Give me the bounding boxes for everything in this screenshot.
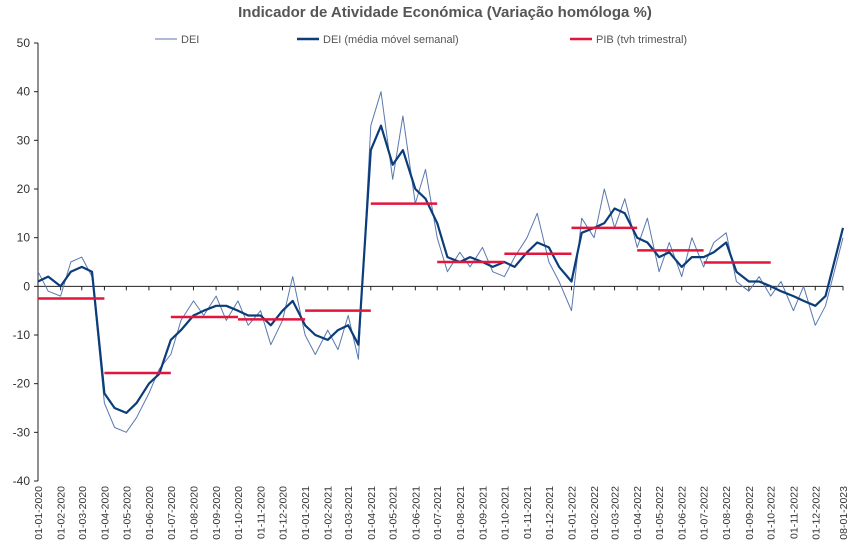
x-tick-label: 01-04-2021	[366, 486, 378, 540]
x-tick-label: 01-12-2020	[277, 486, 289, 540]
x-tick-label: 01-02-2020	[56, 486, 68, 540]
x-tick-label: 01-08-2022	[721, 486, 733, 540]
legend-label: DEI (média móvel semanal)	[323, 34, 459, 46]
x-tick-label: 01-08-2020	[188, 486, 200, 540]
x-tick-label: 01-07-2020	[166, 486, 178, 540]
chart-title: Indicador de Atividade Económica (Variaç…	[238, 4, 652, 21]
x-tick-label: 01-06-2021	[410, 486, 422, 540]
x-tick-label: 01-06-2022	[677, 486, 689, 540]
x-tick-label: 01-07-2021	[432, 486, 444, 540]
y-tick-label: 10	[17, 231, 31, 245]
y-tick-label: 20	[17, 182, 31, 196]
y-tick-label: -30	[13, 425, 31, 439]
x-tick-label: 01-05-2022	[654, 486, 666, 540]
y-tick-label: -40	[13, 474, 31, 488]
dei-average-line	[37, 124, 845, 414]
x-tick-label: 01-10-2022	[766, 486, 778, 540]
x-tick-label: 01-05-2021	[388, 486, 400, 540]
x-tick-label: 01-11-2022	[788, 486, 800, 539]
x-tick-label: 01-03-2020	[77, 486, 89, 540]
legend-label: DEI	[181, 34, 199, 46]
x-tick-label: 01-09-2021	[477, 486, 489, 540]
x-tick-label: 01-10-2021	[499, 486, 511, 540]
dei-line	[37, 91, 844, 433]
x-tick-label: 08-01-2023	[838, 486, 850, 540]
x-tick-label: 01-03-2021	[343, 486, 355, 540]
y-tick-label: -10	[13, 328, 31, 342]
x-tick-label: 01-10-2020	[233, 486, 245, 540]
x-tick-label: 01-01-2021	[300, 486, 312, 540]
x-tick-label: 01-05-2020	[121, 486, 133, 540]
x-tick-label: 01-09-2022	[744, 486, 756, 540]
x-tick-label: 01-01-2022	[567, 486, 579, 540]
y-tick-label: 50	[17, 36, 31, 50]
y-tick-label: 30	[17, 133, 31, 147]
x-tick-label: 01-07-2022	[699, 486, 711, 540]
x-tick-label: 01-09-2020	[211, 486, 223, 540]
x-tick-label: 01-04-2022	[632, 486, 644, 540]
x-tick-label: 01-02-2022	[589, 486, 601, 540]
x-tick-label: 01-08-2021	[455, 486, 467, 540]
x-tick-label: 01-11-2021	[522, 486, 534, 539]
x-tick-label: 01-03-2022	[610, 486, 622, 540]
y-tick-label: -20	[13, 377, 31, 391]
legend-label: PIB (tvh trimestral)	[596, 34, 687, 46]
x-tick-label: 01-01-2020	[33, 486, 45, 540]
x-tick-label: 01-06-2020	[144, 486, 156, 540]
x-tick-label: 01-04-2020	[99, 486, 111, 540]
x-tick-label: 01-02-2021	[323, 486, 335, 540]
x-tick-label: 01-12-2021	[544, 486, 556, 540]
y-tick-label: 40	[17, 85, 31, 99]
x-tick-label: 01-11-2020	[256, 486, 268, 539]
y-tick-label: 0	[23, 279, 30, 293]
x-tick-label: 01-12-2022	[810, 486, 822, 540]
